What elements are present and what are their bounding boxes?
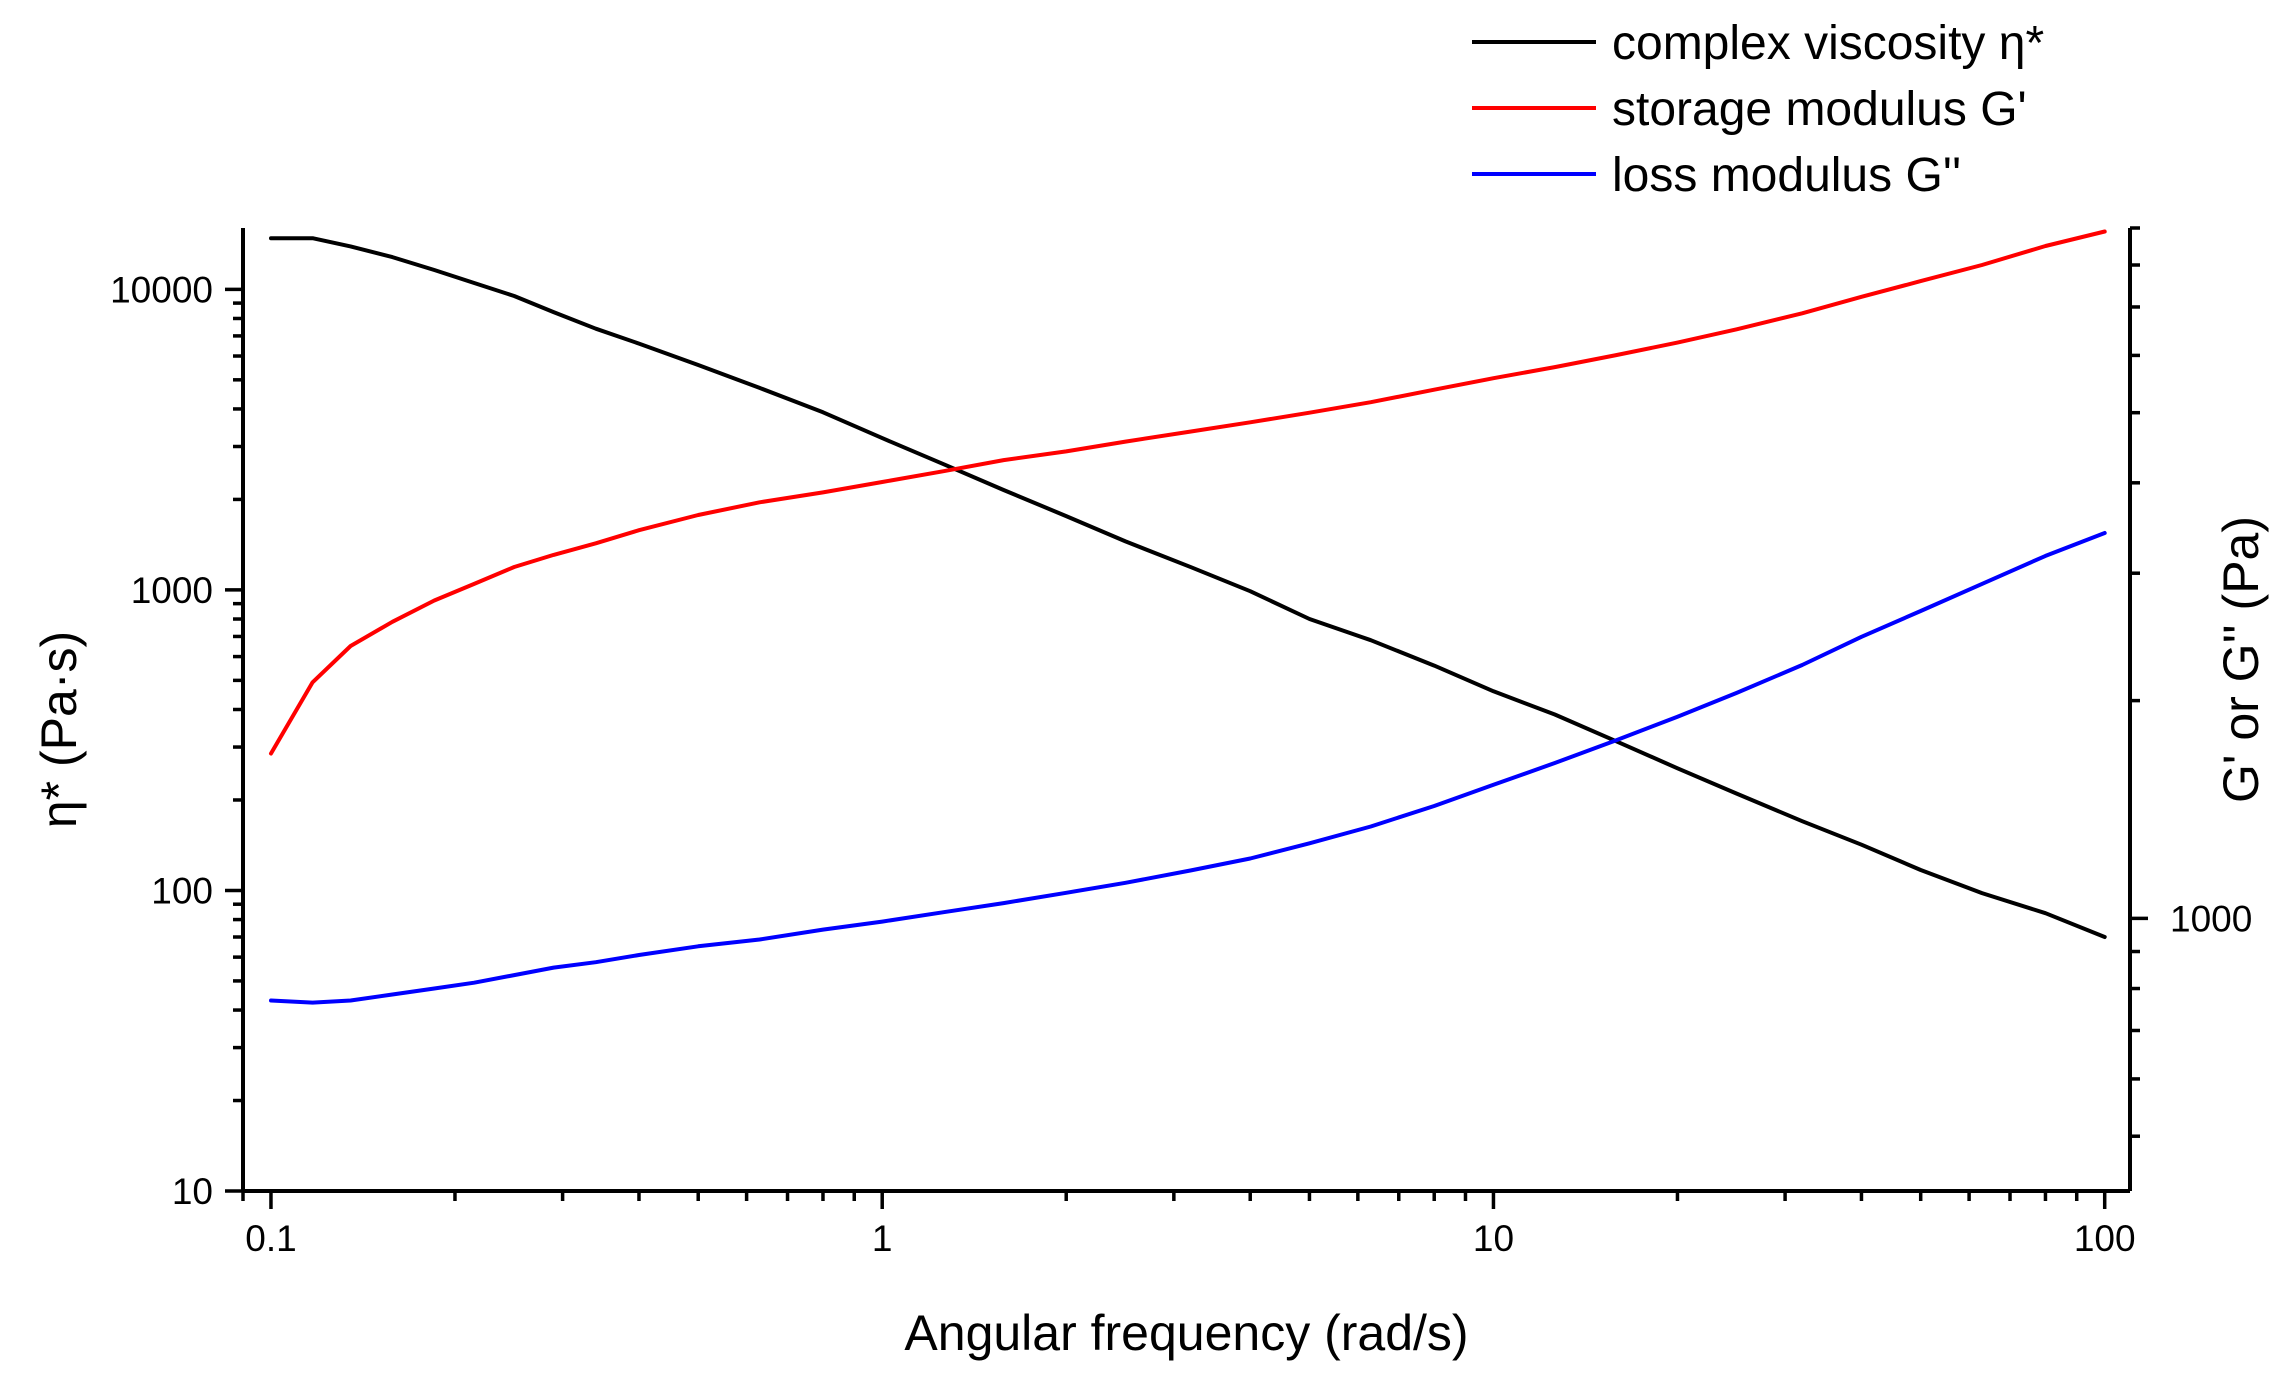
legend-label-0: complex viscosity η* xyxy=(1612,17,2044,70)
x-tick-label: 0.1 xyxy=(245,1218,296,1259)
legend-label-2: loss modulus G'' xyxy=(1612,149,1961,202)
series-line-1 xyxy=(269,229,2107,756)
axes-layer: 0.1 1 10 100 10 100 1000 10000 1000 xyxy=(110,226,2252,1259)
series-line-2 xyxy=(269,531,2107,1005)
y-axis-left-title: η* (Pa·s) xyxy=(31,631,87,828)
y-left-tick-label: 100 xyxy=(151,870,213,911)
y-left-tick-label: 1000 xyxy=(131,570,213,611)
y-right-tick-label: 1000 xyxy=(2170,898,2252,939)
legend-label-1: storage modulus G' xyxy=(1612,83,2027,136)
y-left-tick-label: 10000 xyxy=(110,269,213,310)
series-layer xyxy=(269,229,2107,1005)
series-line-0 xyxy=(269,236,2107,939)
legend: complex viscosity η* storage modulus G' lo… xyxy=(1472,17,2044,202)
y-left-tick-label: 10 xyxy=(172,1171,213,1212)
x-tick-label: 1 xyxy=(872,1218,893,1259)
x-axis-title: Angular frequency (rad/s) xyxy=(904,1305,1468,1361)
x-tick-label: 10 xyxy=(1473,1218,1514,1259)
y-axis-right-title: G' or G'' (Pa) xyxy=(2213,516,2269,803)
x-tick-label: 100 xyxy=(2074,1218,2136,1259)
